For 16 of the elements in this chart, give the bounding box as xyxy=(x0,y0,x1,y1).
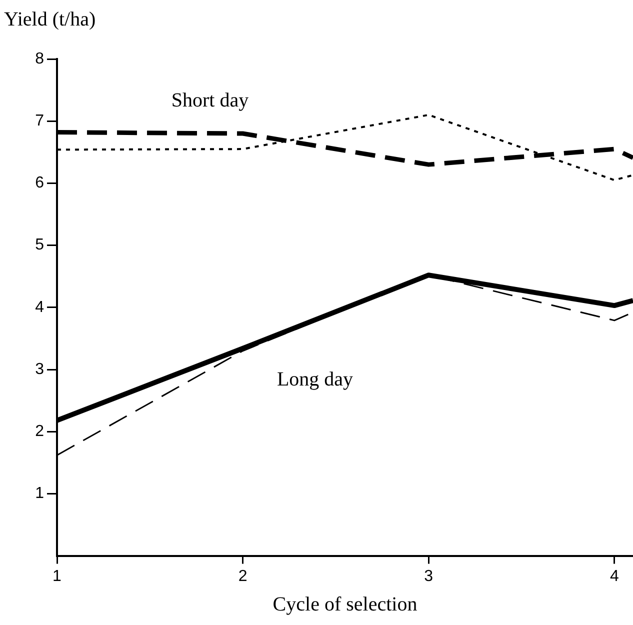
y-tick-label: 8 xyxy=(35,50,44,68)
y-tick-label: 1 xyxy=(35,485,44,502)
y-axis-title: Yield (t/ha) xyxy=(4,8,96,30)
x-axis-title: Cycle of selection xyxy=(272,593,418,616)
annotation: Long day xyxy=(276,368,354,390)
y-tick-label: 4 xyxy=(35,298,44,316)
y-tick-label: 2 xyxy=(35,423,44,440)
annotation: Short day xyxy=(171,89,249,112)
y-tick-label: 7 xyxy=(35,112,44,130)
y-tick-label: 5 xyxy=(35,236,44,254)
x-tick-label: 2 xyxy=(238,568,248,585)
y-tick-label: 6 xyxy=(35,174,44,192)
x-tick-label: 1 xyxy=(52,568,62,585)
x-tick-label: 3 xyxy=(424,568,434,585)
y-tick-label: 3 xyxy=(35,360,44,378)
x-tick-label: 4 xyxy=(610,568,619,585)
